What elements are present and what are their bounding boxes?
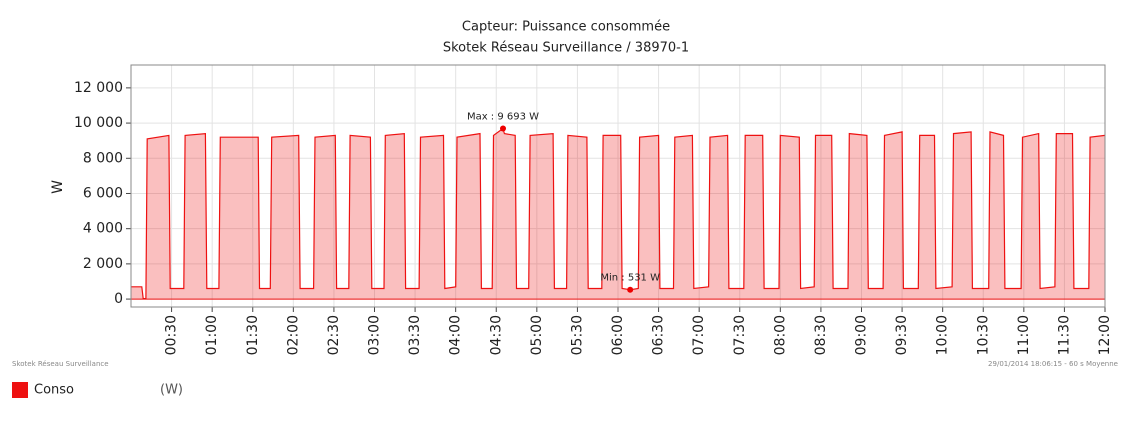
chart-subtitle: Skotek Réseau Surveillance / 38970-1 <box>443 41 689 56</box>
x-tick-label: 01:30 <box>245 315 261 355</box>
plot-border <box>130 64 1106 308</box>
x-tick-label: 00:30 <box>164 315 180 355</box>
x-tick-label: 12:00 <box>1097 315 1113 355</box>
x-tick-label: 04:00 <box>448 315 464 355</box>
x-tick-label: 10:00 <box>935 315 951 355</box>
footer-right: 29/01/2014 18:06:15 - 60 s Moyenne <box>988 360 1118 368</box>
x-tick-label: 02:30 <box>326 315 342 355</box>
x-tick-label: 07:00 <box>691 315 707 355</box>
y-tick-label: 2 000 <box>83 256 123 272</box>
x-tick-label: 08:30 <box>813 315 829 355</box>
annotation-label: Max : 9 693 W <box>467 111 539 122</box>
legend-swatch <box>12 382 28 398</box>
annotation-label: Min : 531 W <box>600 273 660 284</box>
x-tick-label: 03:30 <box>407 315 423 355</box>
y-tick-label: 10 000 <box>74 115 123 131</box>
x-tick-label: 06:00 <box>610 315 626 355</box>
x-tick-label: 11:30 <box>1056 315 1072 355</box>
y-tick-label: 6 000 <box>83 185 123 201</box>
legend-label: Conso <box>34 383 74 398</box>
x-tick-label: 01:00 <box>204 315 220 355</box>
annotation-point <box>500 125 507 132</box>
x-tick-label: 05:30 <box>569 315 585 355</box>
area <box>131 128 1105 300</box>
x-tick-label: 11:00 <box>1016 315 1032 355</box>
x-tick-label: 04:30 <box>488 315 504 355</box>
legend-unit: (W) <box>160 383 183 398</box>
x-tick-label: 05:00 <box>529 315 545 355</box>
footer-left: Skotek Réseau Surveillance <box>12 360 109 368</box>
y-tick-label: 0 <box>114 291 123 307</box>
x-tick-label: 09:30 <box>894 315 910 355</box>
x-tick-label: 10:30 <box>975 315 991 355</box>
annotation-point <box>627 286 634 293</box>
y-axis-label: W <box>50 180 66 194</box>
chart-title: Capteur: Puissance consommée <box>462 20 670 35</box>
line <box>131 127 1106 300</box>
y-tick-label: 4 000 <box>83 221 123 237</box>
x-tick-label: 08:00 <box>772 315 788 355</box>
x-tick-label: 06:30 <box>651 315 667 355</box>
x-tick-label: 09:00 <box>854 315 870 355</box>
x-tick-label: 07:30 <box>732 315 748 355</box>
x-tick-label: 03:00 <box>367 315 383 355</box>
y-tick-label: 12 000 <box>74 80 123 96</box>
y-tick-label: 8 000 <box>83 150 123 166</box>
x-tick-label: 02:00 <box>285 315 301 355</box>
